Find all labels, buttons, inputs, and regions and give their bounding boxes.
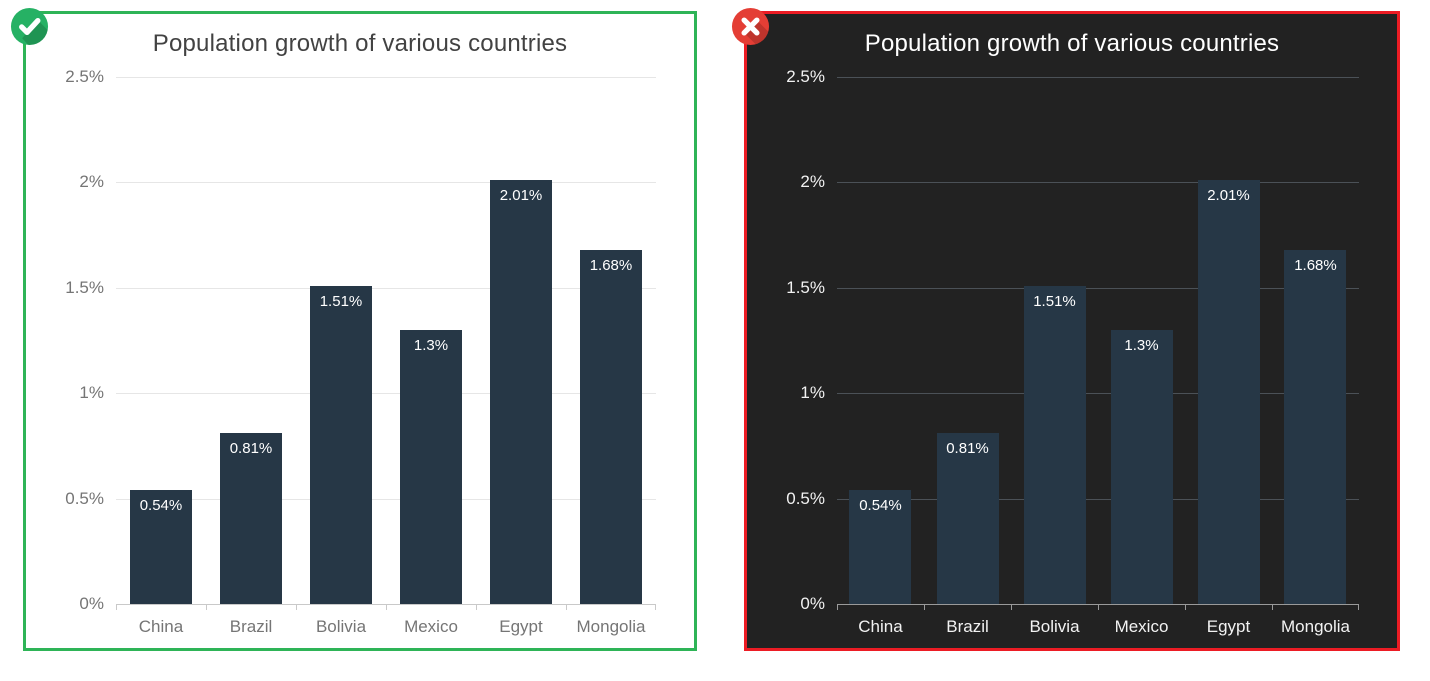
x-axis-tick: [116, 604, 117, 610]
bar-brazil: 0.81%: [936, 433, 999, 604]
x-axis-category-label: Bolivia: [315, 617, 367, 636]
x-axis-category-label: Mexico: [1114, 617, 1169, 636]
y-axis-tick-label: 0%: [79, 594, 104, 613]
bar-mongolia: 1.68%: [579, 249, 642, 604]
chart-title: Population growth of various countries: [152, 30, 568, 57]
bar-value-label: 0.54%: [139, 497, 183, 515]
gridline: [837, 393, 1359, 395]
bar-value-label: 0.81%: [946, 440, 989, 458]
gridline: [837, 182, 1359, 184]
y-axis-tick-label: 1.5%: [65, 277, 104, 297]
y-axis-tick-label: 0.5%: [786, 488, 825, 508]
y-axis-tick-label: 1.5%: [786, 277, 825, 297]
x-axis-tick: [1098, 604, 1099, 610]
y-axis-tick-label: 0.5%: [65, 488, 104, 508]
bar-value-label: 1.68%: [1294, 256, 1337, 274]
x-axis-tick: [1272, 604, 1273, 610]
x-axis-tick: [295, 604, 297, 610]
bar-mexico: 1.3%: [400, 329, 462, 604]
x-axis-labels: China Brazil Bolivia Mexico Egypt Mongolia: [116, 616, 656, 637]
bar-value-label: 2.01%: [1207, 187, 1250, 205]
bar-egypt: 2.01%: [1197, 180, 1260, 604]
bar-value-label: 1.68%: [589, 256, 633, 274]
gridline: [116, 287, 656, 289]
x-axis-tick: [386, 604, 387, 610]
bar-value-label: 1.51%: [319, 292, 363, 310]
bar-value-label: 1.3%: [413, 336, 449, 354]
y-axis-tick-label: 2%: [800, 172, 825, 192]
x-axis-category-label: Mongolia: [1281, 617, 1350, 636]
gridline: [116, 498, 656, 500]
chart-card-correct: Population growth of various countries 0…: [10, 7, 697, 651]
x-axis-tick: [1010, 604, 1012, 610]
bar-bolivia: 1.51%: [1023, 285, 1086, 604]
x-axis-tick: [1358, 604, 1359, 610]
plot-area: 0.54% 0.81% 1.51% 1.3% 2.01% 1.68%: [116, 77, 656, 610]
x-axis-category-label: Mexico: [404, 617, 458, 636]
bar-china: 0.54%: [129, 490, 192, 604]
x-axis-tick: [205, 604, 207, 610]
x-axis-category-label: Bolivia: [1029, 617, 1080, 636]
bar-value-label: 1.3%: [1124, 336, 1159, 354]
y-axis-tick-label: 1%: [800, 383, 825, 403]
x-axis-category-label: China: [858, 617, 903, 636]
gridline: [116, 182, 656, 184]
x-axis-category-label: Brazil: [946, 617, 989, 636]
y-axis-labels: 0% 0.5% 1% 1.5% 2% 2.5%: [26, 67, 104, 613]
bar-egypt: 2.01%: [490, 180, 552, 604]
x-axis-labels: China Brazil Bolivia Mexico Egypt Mongolia: [837, 616, 1359, 637]
x-axis-tick: [1184, 604, 1186, 610]
bar-china: 0.54%: [849, 490, 912, 604]
y-axis-tick-label: 1%: [79, 383, 104, 403]
x-axis-category-label: Brazil: [229, 617, 273, 636]
x-axis-tick: [837, 604, 838, 610]
x-axis-category-label: Egypt: [499, 617, 543, 636]
x-axis-category-label: Egypt: [1206, 617, 1251, 636]
bar-mexico: 1.3%: [1110, 329, 1173, 604]
x-axis-tick: [566, 604, 567, 610]
y-axis-tick-label: 0%: [800, 594, 825, 613]
x-axis-tick: [923, 604, 925, 610]
bar-bolivia: 1.51%: [310, 285, 372, 604]
y-axis-tick-label: 2.5%: [65, 67, 104, 86]
gridline: [116, 77, 656, 78]
bar-brazil: 0.81%: [220, 433, 282, 604]
plot-area: 0.54% 0.81% 1.51% 1.3% 2.01% 1.68%: [837, 77, 1359, 610]
bar-value-label: 0.81%: [229, 440, 273, 458]
x-axis-tick: [475, 604, 477, 610]
y-axis-labels: 0% 0.5% 1% 1.5% 2% 2.5%: [747, 67, 825, 613]
bar-value-label: 0.54%: [859, 497, 902, 515]
x-axis-category-label: China: [138, 617, 184, 636]
y-axis-tick-label: 2%: [79, 172, 104, 192]
gridline: [837, 498, 1359, 500]
gridline: [837, 77, 1359, 78]
cross-icon: [731, 7, 770, 46]
gridline: [837, 287, 1359, 289]
y-axis-tick-label: 2.5%: [786, 67, 825, 86]
bar-mongolia: 1.68%: [1284, 249, 1347, 604]
x-axis-tick: [655, 604, 656, 610]
bar-value-label: 2.01%: [499, 187, 543, 205]
check-icon: [10, 7, 49, 46]
chart-title: Population growth of various countries: [864, 30, 1280, 57]
bar-value-label: 1.51%: [1033, 292, 1076, 310]
chart-card-incorrect: Population growth of various countries 0…: [731, 7, 1400, 651]
x-axis-category-label: Mongolia: [576, 617, 646, 636]
gridline: [116, 393, 656, 395]
